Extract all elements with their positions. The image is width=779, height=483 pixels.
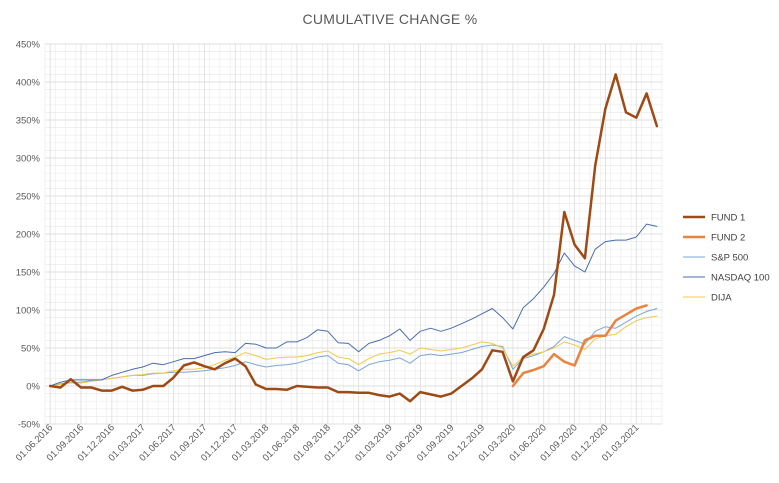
- legend-label-nasdaq-100: NASDAQ 100: [711, 273, 770, 284]
- y-tick-label: 250%: [16, 192, 41, 203]
- y-tick-label: 400%: [16, 78, 41, 89]
- y-tick-label: 50%: [21, 344, 41, 355]
- y-tick-label: 150%: [16, 268, 41, 279]
- series-line-nasdaq-100: [49, 223, 658, 387]
- series-line-dija: [49, 315, 658, 387]
- y-tick-label: 0%: [26, 382, 40, 393]
- y-tick-label: 100%: [16, 306, 41, 317]
- series-line-fund-1: [48, 73, 659, 403]
- y-tick-label: 200%: [16, 230, 41, 241]
- series-line-fund-2: [511, 304, 648, 388]
- series-line-s-p-500: [49, 308, 658, 387]
- major-gridlines: [45, 43, 662, 425]
- legend-label-fund-1: FUND 1: [711, 213, 745, 224]
- y-tick-label: -50%: [18, 420, 41, 431]
- y-tick-label: 350%: [16, 116, 41, 127]
- x-axis-tick-labels: 01.06.201601.09.201601.12.201601.03.2017…: [14, 422, 642, 463]
- legend-label-dija: DIJA: [711, 293, 732, 304]
- y-axis-tick-labels: -50% 0% 50% 100% 150% 200% 250% 300% 350% 400% 450…: [16, 40, 41, 431]
- series-lines: [48, 73, 659, 403]
- legend-label-fund-2: FUND 2: [711, 233, 745, 244]
- chart-title: CUMULATIVE CHANGE %: [302, 11, 477, 27]
- y-tick-label: 450%: [16, 40, 41, 51]
- y-tick-label: 300%: [16, 154, 41, 165]
- legend-label-s-p-500: S&P 500: [711, 253, 748, 264]
- legend: FUND 1 FUND 2 S&P 500 NASDAQ 100 DIJA: [683, 213, 770, 304]
